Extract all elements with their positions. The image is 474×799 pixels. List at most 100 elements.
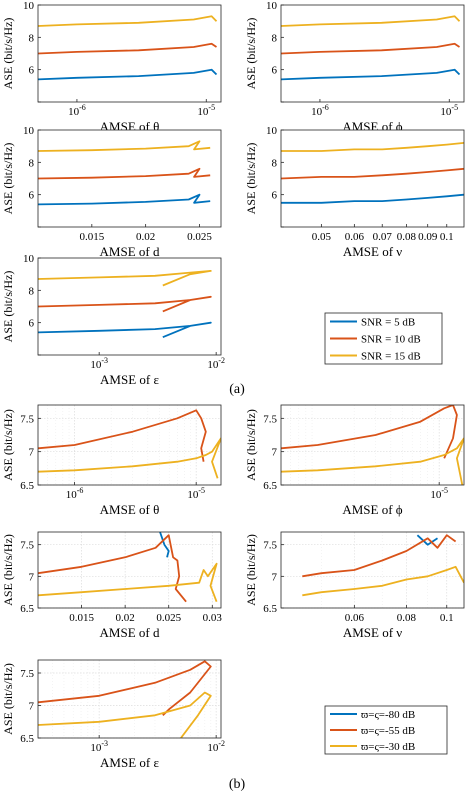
- axes-frame: [37, 404, 222, 486]
- y-tick-label: 7.5: [20, 540, 34, 552]
- y-axis-label: ASE (bit/s/Hz): [244, 409, 258, 481]
- x-axis-label: AMSE of ν: [343, 625, 402, 640]
- y-tick-label: 10: [266, 125, 278, 137]
- x-tick-label: 0.07: [373, 231, 393, 243]
- legend: SNR = 5 dB SNR = 10 dB SNR = 15 dB: [324, 312, 443, 365]
- axes-frame: [37, 531, 222, 609]
- x-tick-label: 0.02: [116, 612, 135, 624]
- y-tick-label: 6.5: [20, 603, 34, 615]
- y-axis-label: ASE (bit/s/Hz): [1, 534, 15, 606]
- chart-panel-a-d: 0.015 0.02 0.025 6 8 10 AMSE of d ASE (bit/s/Hz…: [1, 125, 222, 259]
- series-line-blue: [281, 68, 461, 81]
- legend-label: ϖ=ς=-55 dB: [361, 725, 415, 737]
- series-line-orange: [38, 42, 217, 55]
- series-line-orange: [38, 167, 211, 180]
- y-tick-label: 7.5: [20, 413, 34, 425]
- x-tick-label: 0.08: [397, 612, 417, 624]
- series-line-blue: [281, 193, 464, 204]
- x-tick-label: 10-5: [440, 103, 458, 118]
- axes-frame: [280, 4, 465, 103]
- x-tick-label: 0.1: [440, 231, 454, 243]
- y-tick-label: 7: [272, 571, 278, 583]
- axes-frame: [37, 257, 222, 356]
- y-tick-label: 6.5: [263, 603, 277, 615]
- y-tick-label: 6: [29, 190, 35, 202]
- plot-area: [281, 5, 464, 102]
- chart-panel-b-eps: 10-3 10-2 6.5 7 7.5 AMSE of ε ASE (bit/s/Hz): [1, 659, 225, 770]
- series-line-yellow: [38, 691, 212, 738]
- x-tick-label: 0.09: [418, 231, 438, 243]
- series-line-yellow: [38, 15, 218, 27]
- series-line-yellow: [38, 562, 218, 603]
- x-tick-label: 0.03: [203, 612, 223, 624]
- y-tick-label: 8: [29, 32, 35, 44]
- axes-frame: [37, 659, 222, 739]
- axes-frame: [280, 531, 465, 609]
- chart-panel-b-theta: 10-6 10-5 6.5 7 7.5 AMSE of θ ASE (bit/s/Hz): [1, 404, 222, 517]
- y-tick-label: 6.5: [263, 480, 277, 492]
- series-line-orange: [38, 295, 212, 313]
- axes-frame: [280, 404, 465, 486]
- series-line-orange: [281, 42, 460, 55]
- y-tick-label: 7.5: [20, 668, 34, 680]
- chart-panel-a-nu: 0.05 0.06 0.07 0.08 0.09 0.1 6 8 10 AMSE of ν ASE …: [244, 125, 465, 259]
- x-axis-label: AMSE of d: [100, 625, 160, 640]
- x-axis-label: AMSE of ε: [100, 372, 159, 387]
- plot-area: [281, 130, 464, 227]
- series-line-yellow: [281, 142, 464, 152]
- y-tick-label: 8: [29, 157, 35, 169]
- series-line-blue: [159, 532, 170, 558]
- y-tick-label: 6: [272, 65, 278, 77]
- plot-area: [38, 5, 221, 102]
- x-tick-label: 10-3: [90, 356, 108, 371]
- legend-label: ϖ=ς=-80 dB: [361, 709, 415, 721]
- y-axis-label: ASE (bit/s/Hz): [244, 143, 258, 215]
- x-tick-label: 0.025: [187, 231, 212, 243]
- axes-frame: [280, 129, 465, 228]
- y-axis-label: ASE (bit/s/Hz): [244, 18, 258, 90]
- caption-b: (b): [228, 777, 246, 792]
- series-line-orange: [281, 405, 458, 459]
- y-tick-label: 6: [29, 65, 35, 77]
- y-tick-label: 6: [29, 318, 35, 330]
- series-line-blue: [38, 68, 218, 81]
- y-tick-label: 10: [23, 253, 35, 265]
- x-tick-label: 10-2: [207, 739, 225, 754]
- y-tick-label: 7: [29, 571, 35, 583]
- series-line-yellow: [38, 269, 212, 287]
- series-line-orange: [38, 409, 207, 462]
- x-tick-label: 0.05: [312, 231, 332, 243]
- x-tick-label: 0.06: [345, 612, 365, 624]
- legend: ϖ=ς=-80 dB ϖ=ς=-55 dB ϖ=ς=-30 dB: [324, 705, 448, 755]
- x-tick-label: 0.015: [69, 612, 94, 624]
- x-tick-label: 0.1: [440, 612, 454, 624]
- series-line-yellow: [302, 565, 464, 597]
- x-tick-label: 0.02: [136, 231, 155, 243]
- y-axis-label: ASE (bit/s/Hz): [1, 143, 15, 215]
- series-line-yellow: [281, 15, 461, 27]
- x-axis-label: AMSE of d: [100, 244, 160, 259]
- axes-frame: [37, 4, 222, 103]
- x-tick-label: 10-6: [68, 103, 86, 118]
- series-line-blue: [38, 321, 212, 339]
- chart-panel-b-phi: 10-5 6.5 7 7.5 AMSE of ϕ ASE (bit/s/Hz): [244, 404, 465, 517]
- chart-panel-b-nu: 0.06 0.08 0.1 6.5 7 7.5 AMSE of ν ASE (bit/s/Hz…: [244, 531, 465, 640]
- series-line-orange: [302, 534, 457, 578]
- x-tick-label: 0.06: [345, 231, 365, 243]
- x-tick-label: 0.08: [397, 231, 417, 243]
- series-line-yellow: [281, 437, 464, 485]
- plot-area: [281, 532, 464, 608]
- y-tick-label: 7: [29, 447, 35, 459]
- caption-a: (a): [229, 382, 245, 397]
- chart-panel-a-eps: 10-3 10-2 6 8 10 AMSE of ε ASE (bit/s/Hz): [1, 253, 225, 387]
- series-line-yellow: [38, 437, 221, 479]
- x-tick-label: 10-2: [207, 356, 225, 371]
- y-tick-label: 8: [272, 32, 278, 44]
- series-line-orange: [38, 534, 187, 603]
- y-tick-label: 7: [272, 447, 278, 459]
- y-axis-label: ASE (bit/s/Hz): [1, 18, 15, 90]
- x-axis-label: AMSE of ϕ: [342, 502, 402, 517]
- y-axis-label: ASE (bit/s/Hz): [1, 271, 15, 343]
